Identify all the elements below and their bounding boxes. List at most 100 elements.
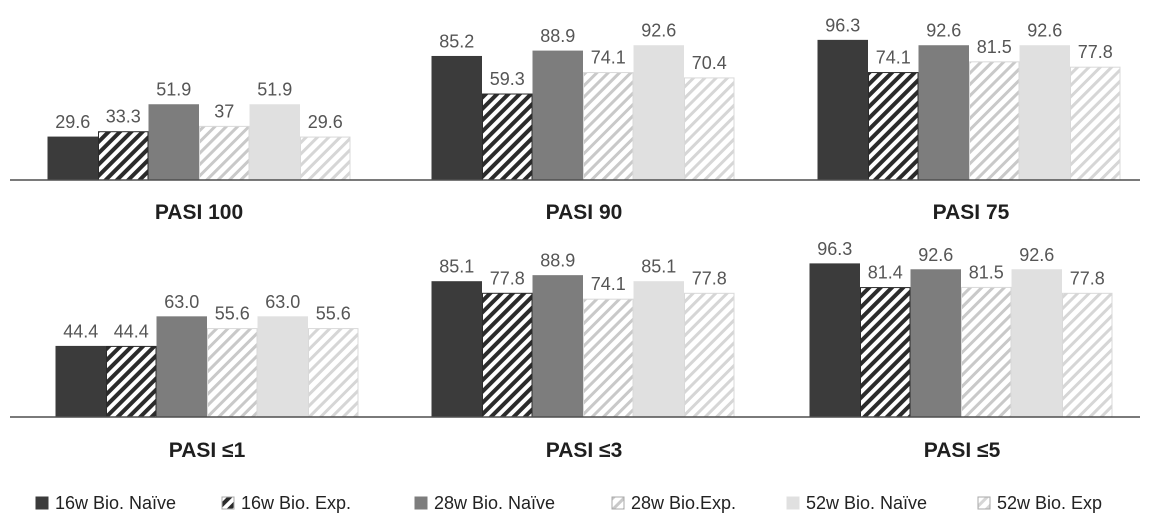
legend-swatch-6 <box>977 496 991 510</box>
bar-4-2 <box>106 345 157 418</box>
bar-5-2 <box>482 292 533 418</box>
data-label-6-2: 81.4 <box>868 263 903 283</box>
legend-label-1: 16w Bio. Naïve <box>55 493 176 513</box>
data-label-2-3: 88.9 <box>540 26 575 46</box>
bar-2-6 <box>684 77 735 181</box>
panels-layer: 29.6 33.3 51.9 37 51.9 29.6 PASI 100 85.2 59.3 88… <box>10 15 1140 462</box>
legend-swatch-2 <box>221 496 235 510</box>
bar-6-6 <box>1062 292 1113 418</box>
panel-3: 96.3 74.1 92.6 81.5 92.6 77.8 PASI 75 <box>817 15 1121 224</box>
data-label-3-6: 77.8 <box>1078 42 1113 62</box>
data-label-1-1: 29.6 <box>55 112 90 132</box>
bar-5-1 <box>431 281 482 418</box>
data-label-4-4: 55.6 <box>215 304 250 324</box>
panel-title-3: PASI 75 <box>933 201 1010 224</box>
data-label-1-4: 37 <box>214 101 234 121</box>
bar-1-2 <box>98 131 149 181</box>
legend-label-5: 52w Bio. Naïve <box>806 493 927 513</box>
data-label-2-1: 85.2 <box>439 31 474 51</box>
bar-3-3 <box>918 45 969 181</box>
data-label-2-2: 59.3 <box>490 69 525 89</box>
bar-3-1 <box>817 39 868 181</box>
bar-1-5 <box>249 104 300 181</box>
bar-3-2 <box>868 72 919 181</box>
bar-6-4 <box>961 286 1012 418</box>
data-label-6-6: 77.8 <box>1070 268 1105 288</box>
panel-title-6: PASI ≤5 <box>924 439 1001 462</box>
legend-label-3: 28w Bio. Naïve <box>434 493 555 513</box>
legend-label-2: 16w Bio. Exp. <box>241 493 351 513</box>
bar-1-3 <box>148 104 199 181</box>
data-label-5-4: 74.1 <box>591 274 626 294</box>
bar-4-3 <box>156 316 207 418</box>
data-label-2-5: 92.6 <box>641 21 676 41</box>
panel-1: 29.6 33.3 51.9 37 51.9 29.6 PASI 100 <box>47 80 351 224</box>
panel-4: 44.4 44.4 63.0 55.6 63.0 55.6 PASI ≤1 <box>55 292 359 462</box>
data-label-5-2: 77.8 <box>490 268 525 288</box>
bar-4-1 <box>55 345 106 418</box>
bar-3-4 <box>969 61 1020 181</box>
panel-title-1: PASI 100 <box>155 201 243 224</box>
legend-swatch-5 <box>786 496 800 510</box>
bar-2-1 <box>431 55 482 181</box>
bar-6-2 <box>860 287 911 418</box>
bar-6-3 <box>910 269 961 418</box>
data-label-2-6: 70.4 <box>692 53 727 73</box>
panel-title-4: PASI ≤1 <box>169 439 246 462</box>
legend-swatch-1 <box>35 496 49 510</box>
legend-label-4: 28w Bio.Exp. <box>631 493 736 513</box>
data-label-5-3: 88.9 <box>540 251 575 271</box>
bar-5-3 <box>532 275 583 418</box>
legend: 16w Bio. Naïve 16w Bio. Exp. 28w Bio. Naïv… <box>35 493 1102 513</box>
data-label-4-5: 63.0 <box>265 292 300 312</box>
bar-6-1 <box>809 263 860 418</box>
bar-1-4 <box>199 125 250 181</box>
bar-5-4 <box>583 298 634 418</box>
data-label-6-5: 92.6 <box>1019 245 1054 265</box>
bar-2-4 <box>583 72 634 181</box>
bar-5-6 <box>684 292 735 418</box>
bar-1-6 <box>300 136 351 181</box>
panel-title-5: PASI ≤3 <box>546 439 623 462</box>
data-label-3-5: 92.6 <box>1027 21 1062 41</box>
data-label-1-2: 33.3 <box>106 107 141 127</box>
bar-2-2 <box>482 93 533 181</box>
data-label-4-6: 55.6 <box>316 304 351 324</box>
data-label-3-1: 96.3 <box>825 15 860 35</box>
data-label-6-4: 81.5 <box>969 262 1004 282</box>
legend-label-6: 52w Bio. Exp <box>997 493 1102 513</box>
data-label-5-5: 85.1 <box>641 257 676 277</box>
legend-swatch-3 <box>414 496 428 510</box>
bar-4-4 <box>207 328 258 418</box>
data-label-5-1: 85.1 <box>439 257 474 277</box>
data-label-3-2: 74.1 <box>876 48 911 68</box>
legend-swatch-4 <box>611 496 625 510</box>
bar-3-6 <box>1070 66 1121 181</box>
data-label-4-3: 63.0 <box>164 292 199 312</box>
panel-6: 96.3 81.4 92.6 81.5 92.6 77.8 PASI ≤5 <box>809 239 1113 462</box>
bar-2-3 <box>532 50 583 181</box>
data-label-1-6: 29.6 <box>308 112 343 132</box>
data-label-6-3: 92.6 <box>918 245 953 265</box>
data-label-1-3: 51.9 <box>156 80 191 100</box>
bar-1-1 <box>47 136 98 181</box>
bar-2-5 <box>633 45 684 181</box>
data-label-3-3: 92.6 <box>926 21 961 41</box>
data-label-5-6: 77.8 <box>692 268 727 288</box>
panel-title-2: PASI 90 <box>546 201 623 224</box>
bar-5-5 <box>633 281 684 418</box>
panel-5: 85.1 77.8 88.9 74.1 85.1 77.8 PASI ≤3 <box>431 251 735 462</box>
data-label-3-4: 81.5 <box>977 37 1012 57</box>
data-label-2-4: 74.1 <box>591 48 626 68</box>
data-label-4-1: 44.4 <box>63 321 98 341</box>
data-label-1-5: 51.9 <box>257 80 292 100</box>
bar-6-5 <box>1011 269 1062 418</box>
bar-3-5 <box>1019 45 1070 181</box>
panel-2: 85.2 59.3 88.9 74.1 92.6 70.4 PASI 90 <box>431 21 735 224</box>
data-label-6-1: 96.3 <box>817 239 852 259</box>
data-label-4-2: 44.4 <box>114 321 149 341</box>
bar-4-6 <box>308 328 359 418</box>
bar-4-5 <box>257 316 308 418</box>
